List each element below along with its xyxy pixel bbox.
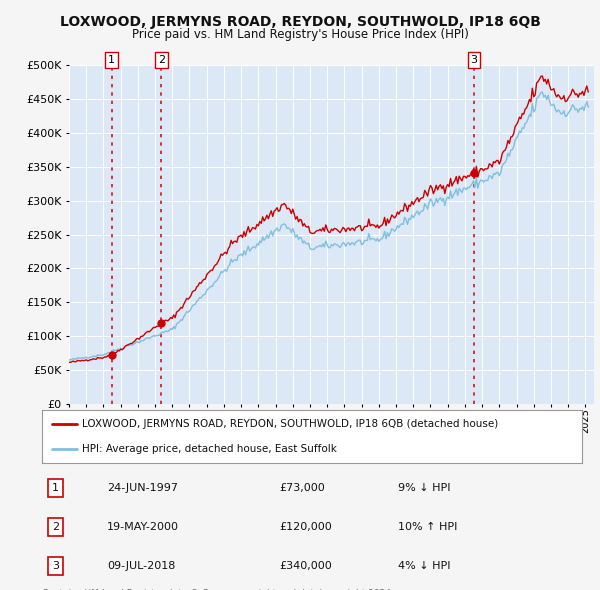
Text: 09-JUL-2018: 09-JUL-2018 [107, 561, 175, 571]
Text: £73,000: £73,000 [280, 483, 325, 493]
Text: 19-MAY-2000: 19-MAY-2000 [107, 522, 179, 532]
Text: 24-JUN-1997: 24-JUN-1997 [107, 483, 178, 493]
Text: LOXWOOD, JERMYNS ROAD, REYDON, SOUTHWOLD, IP18 6QB (detached house): LOXWOOD, JERMYNS ROAD, REYDON, SOUTHWOLD… [83, 419, 499, 430]
Text: 9% ↓ HPI: 9% ↓ HPI [398, 483, 451, 493]
Text: 1: 1 [108, 55, 115, 65]
Text: Price paid vs. HM Land Registry's House Price Index (HPI): Price paid vs. HM Land Registry's House … [131, 28, 469, 41]
Text: 2: 2 [52, 522, 59, 532]
Text: LOXWOOD, JERMYNS ROAD, REYDON, SOUTHWOLD, IP18 6QB: LOXWOOD, JERMYNS ROAD, REYDON, SOUTHWOLD… [59, 15, 541, 29]
Text: 4% ↓ HPI: 4% ↓ HPI [398, 561, 451, 571]
Text: Contains HM Land Registry data © Crown copyright and database right 2024.: Contains HM Land Registry data © Crown c… [42, 589, 394, 590]
Text: 3: 3 [52, 561, 59, 571]
Text: 3: 3 [470, 55, 478, 65]
Text: 2: 2 [158, 55, 165, 65]
Text: £120,000: £120,000 [280, 522, 332, 532]
Text: £340,000: £340,000 [280, 561, 332, 571]
Text: HPI: Average price, detached house, East Suffolk: HPI: Average price, detached house, East… [83, 444, 337, 454]
Text: 10% ↑ HPI: 10% ↑ HPI [398, 522, 458, 532]
Text: 1: 1 [52, 483, 59, 493]
